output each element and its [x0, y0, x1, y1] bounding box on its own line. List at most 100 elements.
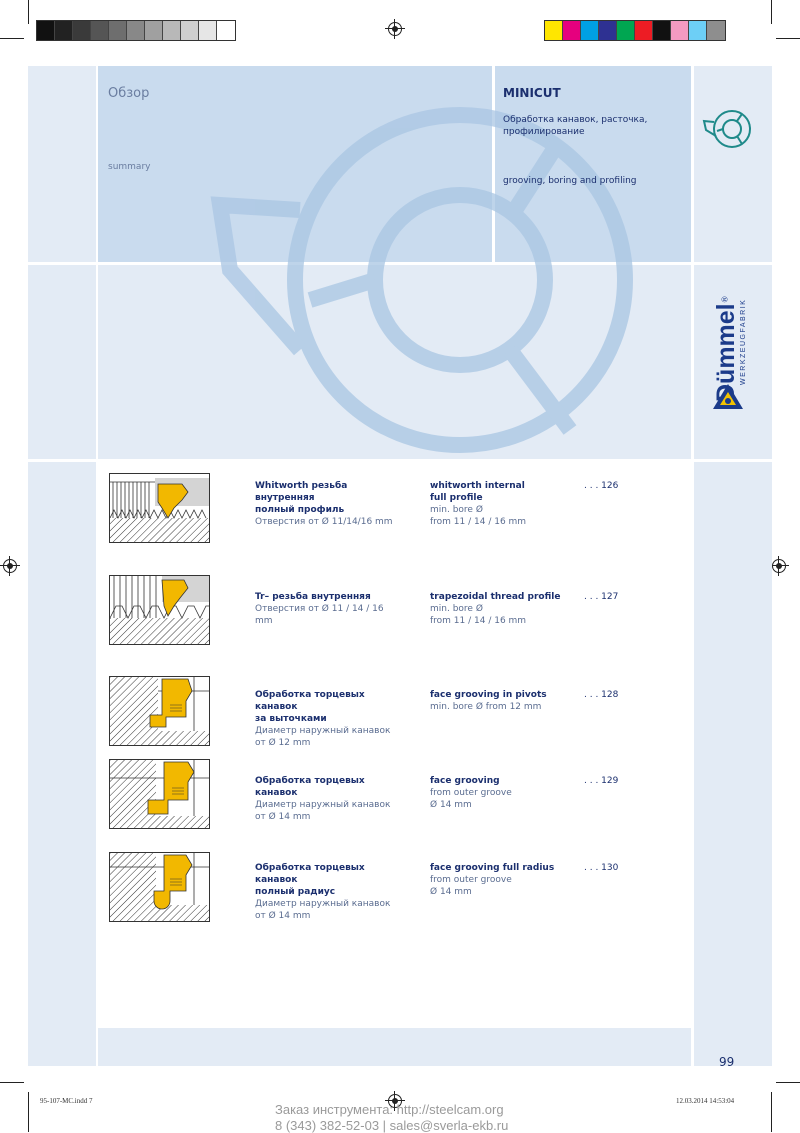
- crop-mark: [0, 1082, 24, 1083]
- entry-text-line: from outer groove: [430, 788, 512, 798]
- color-swatch: [707, 21, 725, 40]
- right-tab-logo: [694, 265, 772, 459]
- entry-text-line: от Ø 12 mm: [255, 738, 311, 748]
- entry-text-line: Отверстия от Ø 11/14/16 mm: [255, 517, 393, 527]
- left-margin-column: [28, 66, 96, 1066]
- registration-mark-icon: [769, 556, 789, 576]
- entry-page-ref: . . . 127: [584, 592, 619, 602]
- entry-text-line: Диаметр наружный канавок: [255, 899, 391, 909]
- entry-text-line: Диаметр наружный канавок: [255, 726, 391, 736]
- color-swatch: [73, 21, 91, 40]
- entry-text-line: min. bore Ø: [430, 505, 483, 515]
- entry-text-line: face grooving: [430, 776, 500, 786]
- footer-contact-line: 8 (343) 382-52-03 | sales@sverla-ekb.ru: [275, 1118, 509, 1133]
- color-swatch: [109, 21, 127, 40]
- entry-text-line: внутренняя: [255, 493, 315, 503]
- bottom-band: [98, 1028, 691, 1066]
- entry-ru-text: Whitworth резьба внутренняя полный профиль…: [255, 480, 405, 528]
- crop-mark: [28, 0, 29, 24]
- entry-text-line: min. bore Ø from 12 mm: [430, 702, 542, 712]
- product-description-ru: Обработка канавок, расточка, профилирова…: [503, 115, 648, 137]
- entry-text-line: Обработка торцевых канавок: [255, 863, 365, 885]
- color-swatch: [163, 21, 181, 40]
- entry-text-line: Обработка торцевых канавок: [255, 690, 365, 712]
- dummel-triangle-logo-icon: [713, 384, 743, 409]
- crop-mark: [776, 38, 800, 39]
- row-divider: [28, 459, 772, 462]
- slug-file-info: 95-107-MC.indd 7: [40, 1097, 93, 1105]
- entry-text-line: Tr– резьба внутренняя: [255, 592, 371, 602]
- color-swatch: [181, 21, 199, 40]
- crop-mark: [771, 0, 772, 24]
- color-swatch: [563, 21, 581, 40]
- entry-en-text: face grooving from outer groove Ø 14 mm: [430, 775, 580, 811]
- color-swatch: [689, 21, 707, 40]
- entry-text-line: Отверстия от Ø 11 / 14 / 16: [255, 604, 384, 614]
- color-swatch: [599, 21, 617, 40]
- right-tab-bottom: [694, 462, 772, 1066]
- header-divider: [492, 66, 495, 262]
- color-swatch: [635, 21, 653, 40]
- face-grooving-illustration: [109, 759, 210, 829]
- entry-text-line: полный профиль: [255, 505, 345, 515]
- grayscale-color-bar: [36, 20, 236, 41]
- entry-text-line: mm: [255, 616, 273, 626]
- slug-timestamp: 12.03.2014 14:53:04: [676, 1097, 735, 1105]
- entry-text-line: from outer groove: [430, 875, 512, 885]
- whitworth-profile-illustration: [109, 473, 210, 543]
- color-swatch: [199, 21, 217, 40]
- right-tab-top: [694, 66, 772, 262]
- entry-page-ref: . . . 129: [584, 776, 619, 786]
- color-swatch: [653, 21, 671, 40]
- entry-text-line: full profile: [430, 493, 483, 503]
- crop-mark: [28, 1092, 29, 1132]
- entry-text-line: face grooving in pivots: [430, 690, 547, 700]
- page-number: 99: [719, 1055, 735, 1069]
- color-swatch: [671, 21, 689, 40]
- entry-en-text: face grooving full radius from outer groo…: [430, 862, 580, 898]
- entry-ru-text: Обработка торцевых канавок за выточками Ди…: [255, 689, 405, 749]
- face-grooving-full-radius-illustration: [109, 852, 210, 922]
- entry-text-line: Диаметр наружный канавок: [255, 800, 391, 810]
- entry-text-line: Обработка торцевых канавок: [255, 776, 365, 798]
- entry-text-line: за выточками: [255, 714, 327, 724]
- product-brand-title: MINICUT: [503, 86, 561, 100]
- entry-text-line: полный радиус: [255, 887, 336, 897]
- entry-text-line: from 11 / 14 / 16 mm: [430, 517, 527, 527]
- face-grooving-pivots-illustration: [109, 676, 210, 746]
- entry-text-line: from 11 / 14 / 16 mm: [430, 616, 527, 626]
- process-color-bar: [544, 20, 726, 41]
- color-swatch: [91, 21, 109, 40]
- color-swatch: [127, 21, 145, 40]
- entry-text-line: Whitworth резьба: [255, 481, 348, 491]
- entry-page-ref: . . . 128: [584, 690, 619, 700]
- row-divider: [28, 262, 772, 265]
- entry-text-line: trapezoidal thread profile: [430, 592, 561, 602]
- column-gap: [96, 66, 98, 1066]
- entry-en-text: trapezoidal thread profile min. bore Ø fro…: [430, 591, 580, 627]
- color-swatch: [617, 21, 635, 40]
- entry-page-ref: . . . 130: [584, 863, 619, 873]
- entry-text-line: от Ø 14 mm: [255, 812, 311, 822]
- minicut-insert-icon: [702, 110, 751, 148]
- color-swatch: [145, 21, 163, 40]
- crop-mark: [776, 1082, 800, 1083]
- crop-mark: [0, 38, 24, 39]
- section-title-en: summary: [108, 162, 151, 172]
- entry-page-ref: . . . 126: [584, 481, 619, 491]
- entry-text-line: Ø 14 mm: [430, 887, 472, 897]
- color-swatch: [217, 21, 235, 40]
- crop-mark: [771, 1092, 772, 1132]
- logo-subtitle: WERKZEUGFABRIK: [740, 298, 747, 385]
- registration-mark-icon: [0, 556, 20, 576]
- entry-ru-text: Обработка торцевых канавок Диаметр наружн…: [255, 775, 405, 823]
- color-swatch: [545, 21, 563, 40]
- entry-en-text: whitworth internal full profile min. bore …: [430, 480, 580, 528]
- entry-text-line: whitworth internal: [430, 481, 525, 491]
- color-swatch: [581, 21, 599, 40]
- color-swatch: [37, 21, 55, 40]
- minicut-watermark-graphic: [210, 107, 633, 453]
- entry-text-line: face grooving full radius: [430, 863, 555, 873]
- trapezoidal-profile-illustration: [109, 575, 210, 645]
- entry-ru-text: Tr– резьба внутренняя Отверстия от Ø 11 /…: [255, 591, 405, 627]
